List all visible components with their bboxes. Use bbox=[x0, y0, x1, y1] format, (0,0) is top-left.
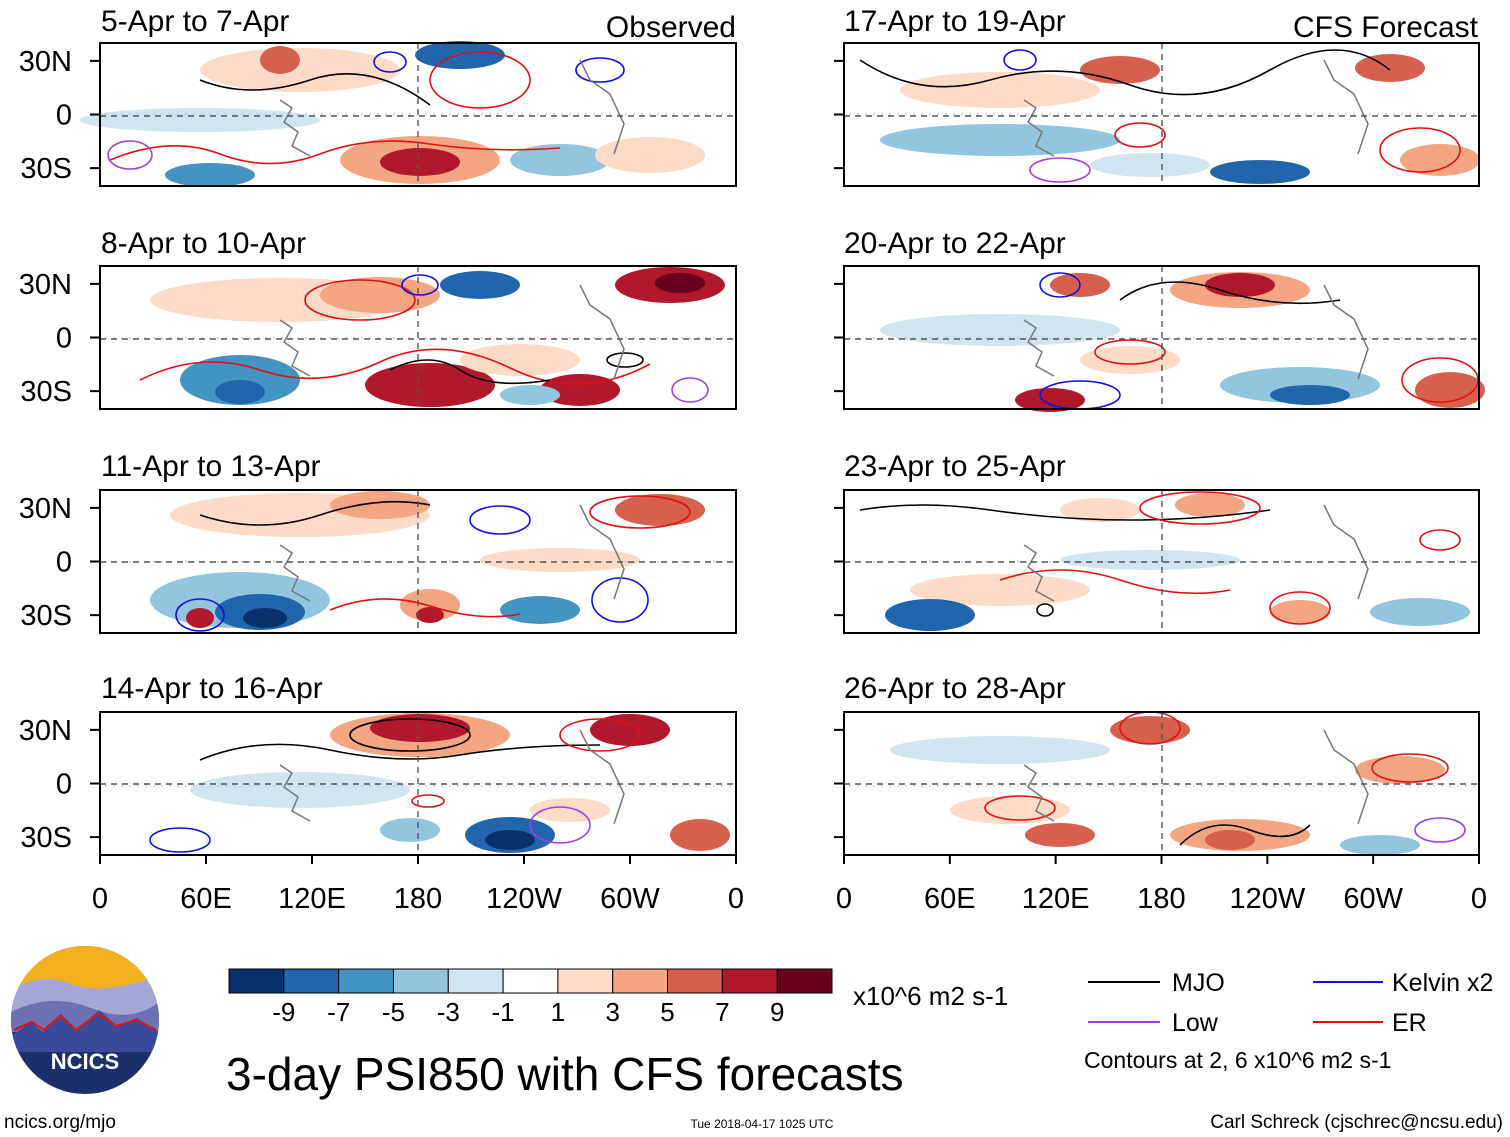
y-tick-label: 30N bbox=[19, 715, 72, 747]
x-tick-label: 0 bbox=[92, 883, 108, 915]
panel-title-1: 5-Apr to 7-Apr bbox=[101, 5, 289, 38]
legend-label-mjo: MJO bbox=[1172, 969, 1225, 997]
y-tick-label: 30N bbox=[19, 269, 72, 301]
colorbar-swatch bbox=[612, 968, 669, 994]
timestamp: Tue 2018-04-17 1025 UTC bbox=[691, 1117, 834, 1131]
y-tick-label: 30N bbox=[19, 493, 72, 525]
x-tick-label: 120W bbox=[1229, 883, 1305, 915]
forecast-label: CFS Forecast bbox=[1293, 11, 1479, 44]
panel-title-2: 8-Apr to 10-Apr bbox=[101, 227, 306, 260]
x-tick-label: 0 bbox=[1471, 883, 1487, 915]
colorbar-label: 3 bbox=[605, 997, 619, 1027]
panel-5 bbox=[843, 42, 1480, 187]
colorbar-swatch bbox=[283, 968, 340, 994]
colorbar-label: -1 bbox=[492, 997, 515, 1027]
colorbar-label: -7 bbox=[327, 997, 350, 1027]
x-tick-label: 180 bbox=[394, 883, 442, 915]
x-tick-label: 60W bbox=[600, 883, 660, 915]
colorbar-label: 7 bbox=[715, 997, 729, 1027]
y-tick-label: 0 bbox=[56, 323, 72, 355]
legend-label-low: Low bbox=[1172, 1009, 1219, 1037]
panel-8 bbox=[843, 711, 1480, 856]
panel-3 bbox=[99, 489, 737, 634]
site-url: ncics.org/mjo bbox=[4, 1112, 116, 1133]
colorbar-swatch bbox=[338, 968, 394, 994]
x-tick-label: 120E bbox=[1022, 883, 1090, 915]
colorbar-label: 9 bbox=[770, 997, 784, 1027]
ncics-logo: NCICS bbox=[11, 946, 159, 1094]
colorbar-label: -3 bbox=[437, 997, 460, 1027]
colorbar-swatch bbox=[721, 968, 778, 994]
panel-2 bbox=[99, 265, 737, 410]
colorbar-swatch bbox=[392, 968, 449, 994]
colorbar-swatch bbox=[776, 968, 833, 994]
y-tick-label: 30N bbox=[19, 46, 72, 78]
colorbar-label: 5 bbox=[660, 997, 674, 1027]
colorbar-swatch bbox=[228, 968, 285, 994]
legend-label-er: ER bbox=[1392, 1009, 1427, 1037]
x-tick-label: 60E bbox=[924, 883, 976, 915]
colorbar: -9 -7 -5 -3 -1 1 3 5 7 9 bbox=[228, 968, 833, 1027]
legend-label-kelvin: Kelvin x2 bbox=[1392, 969, 1493, 997]
panel-titles: 5-Apr to 7-Apr 8-Apr to 10-Apr 11-Apr to… bbox=[101, 5, 1479, 705]
y-tick-label: 30S bbox=[20, 376, 72, 408]
colorbar-swatch bbox=[502, 968, 559, 994]
x-tick-label: 120W bbox=[486, 883, 562, 915]
panel-title-8: 26-Apr to 28-Apr bbox=[844, 672, 1066, 705]
y-tick-label: 30S bbox=[20, 600, 72, 632]
colorbar-label: -5 bbox=[382, 997, 405, 1027]
y-tick-label: 30S bbox=[20, 822, 72, 854]
x-tick-label: 180 bbox=[1137, 883, 1185, 915]
author: Carl Schreck (cjschrec@ncsu.edu) bbox=[1210, 1112, 1503, 1133]
x-tick-label: 120E bbox=[278, 883, 346, 915]
colorbar-units: x10^6 m2 s-1 bbox=[853, 981, 1008, 1011]
panel-title-4: 14-Apr to 16-Apr bbox=[101, 672, 323, 705]
colorbar-swatch bbox=[667, 968, 723, 994]
panel-title-6: 20-Apr to 22-Apr bbox=[844, 227, 1066, 260]
x-tick-label: 60W bbox=[1343, 883, 1403, 915]
colorbar-swatch bbox=[447, 968, 504, 994]
colorbar-label: 1 bbox=[551, 997, 565, 1027]
axis-layer: 30N 0 30S 30N 0 30S 30N 0 30S 30N 0 30S 0 60E 120E 180 1… bbox=[19, 46, 1487, 915]
y-tick-label: 0 bbox=[56, 769, 72, 801]
legend: MJO Kelvin x2 Low ER Contours at 2, 6 x1… bbox=[1084, 969, 1493, 1073]
panel-title-7: 23-Apr to 25-Apr bbox=[844, 450, 1066, 483]
observed-label: Observed bbox=[606, 11, 736, 44]
y-tick-label: 0 bbox=[56, 100, 72, 132]
panel-4 bbox=[99, 711, 737, 856]
y-tick-label: 0 bbox=[56, 547, 72, 579]
x-tick-label: 60E bbox=[180, 883, 232, 915]
main-title: 3-day PSI850 with CFS forecasts bbox=[226, 1048, 904, 1100]
logo-text: NCICS bbox=[51, 1049, 119, 1074]
panel-title-5: 17-Apr to 19-Apr bbox=[844, 5, 1066, 38]
x-tick-label: 0 bbox=[836, 883, 852, 915]
colorbar-swatch bbox=[557, 968, 614, 994]
x-tick-label: 0 bbox=[728, 883, 744, 915]
panel-7 bbox=[843, 489, 1480, 634]
y-tick-label: 30S bbox=[20, 153, 72, 185]
panel-1 bbox=[80, 41, 737, 187]
contours-note: Contours at 2, 6 x10^6 m2 s-1 bbox=[1084, 1047, 1391, 1073]
colorbar-label: -9 bbox=[272, 997, 295, 1027]
panel-6 bbox=[843, 265, 1485, 412]
panel-title-3: 11-Apr to 13-Apr bbox=[101, 450, 321, 483]
